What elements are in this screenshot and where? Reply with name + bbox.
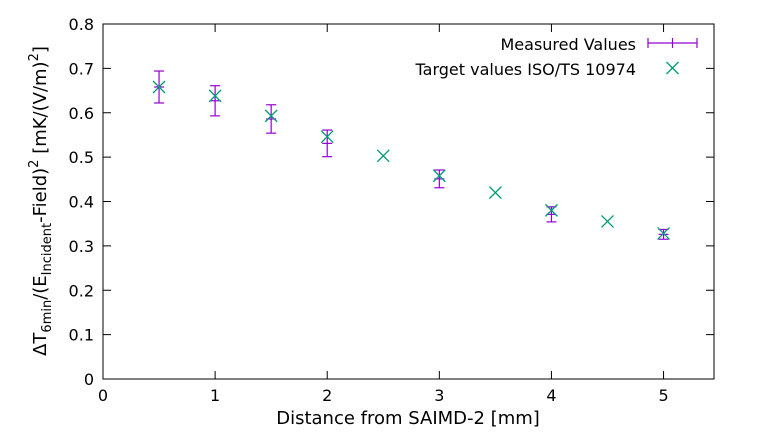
target-cross-b — [488, 186, 502, 200]
target-point — [432, 169, 446, 183]
y-axis-title-sup-2: 2 — [27, 53, 42, 61]
y-tick-label: 0 — [84, 370, 94, 389]
x-tick-label: 3 — [434, 386, 444, 405]
target-cross-b — [152, 80, 166, 94]
x-tick-label: 4 — [546, 386, 556, 405]
x-tick-label: 1 — [210, 386, 220, 405]
x-tick-label: 5 — [658, 386, 668, 405]
y-axis-title-field: -Field) — [30, 168, 51, 223]
y-tick-label: 0.4 — [69, 193, 94, 212]
axis-ticks: 0 1 2 3 4 5 0 0.1 0.2 0.3 0.4 0.5 0.6 0.7 0.8 — [69, 15, 714, 405]
target-cross-b — [320, 130, 334, 144]
target-point — [320, 130, 334, 144]
measured-point — [322, 129, 333, 158]
y-axis-title-sub-incident: Incident — [40, 223, 55, 275]
target-point — [488, 186, 502, 200]
target-point — [376, 149, 390, 163]
target-cross-b — [208, 89, 222, 103]
y-axis-title: ΔT6min/(EIncident-Field)2 [mK/(V/m)2] — [27, 46, 55, 356]
y-axis-title-sup-1: 2 — [27, 160, 42, 168]
target-point — [657, 226, 671, 240]
y-tick-label: 0.7 — [69, 59, 94, 78]
data-series — [152, 70, 671, 240]
y-tick-label: 0.6 — [69, 104, 94, 123]
x-tick-label: 0 — [98, 386, 108, 405]
measured-point — [210, 85, 221, 117]
legend-label-measured: Measured Values — [500, 35, 636, 54]
y-tick-label: 0.1 — [69, 326, 94, 345]
y-tick-label: 0.5 — [69, 148, 94, 167]
x-tick-label: 2 — [322, 386, 332, 405]
target-cross-b — [544, 203, 558, 217]
legend-label-target: Target values ISO/TS 10974 — [415, 60, 636, 79]
y-tick-label: 0.3 — [69, 237, 94, 256]
target-point — [152, 80, 166, 94]
y-tick-label: 0.8 — [69, 15, 94, 34]
target-cross-b — [432, 169, 446, 183]
y-axis-title-end: ] — [30, 46, 51, 53]
legend: Measured Values Target values ISO/TS 109… — [415, 35, 698, 79]
y-axis-title-mid: /(E — [30, 275, 51, 299]
target-point — [601, 215, 614, 228]
y-axis-title-unit: [mK/(V/m) — [30, 61, 51, 159]
target-cross-b — [264, 109, 278, 123]
target-point — [264, 109, 278, 123]
y-axis-title-delta: ΔT — [30, 332, 51, 356]
target-cross-b — [376, 149, 390, 163]
target-point — [544, 203, 558, 217]
x-axis-title: Distance from SAIMD-2 [mm] — [276, 408, 540, 429]
y-axis-title-sub-6min: 6min — [40, 300, 55, 333]
target-point — [208, 89, 222, 103]
target-cross-b — [601, 215, 614, 228]
y-tick-label: 0.2 — [69, 281, 94, 300]
target-cross-b — [657, 226, 671, 240]
legend-sample-target-b — [666, 61, 679, 75]
